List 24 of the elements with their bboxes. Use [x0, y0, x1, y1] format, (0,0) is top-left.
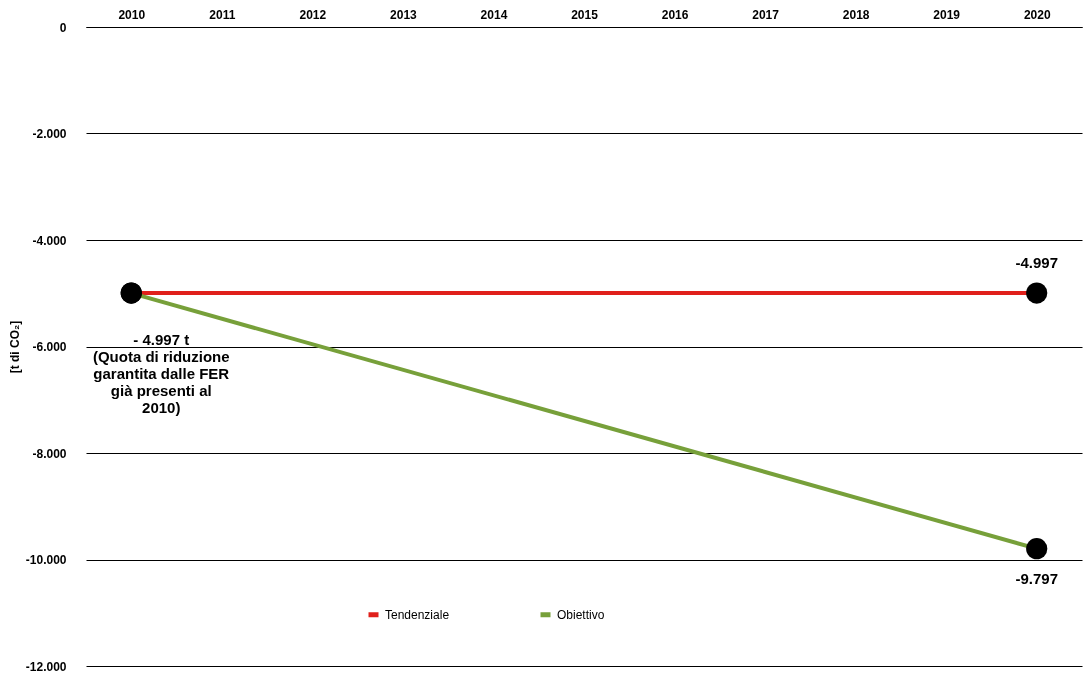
x-tick-label: 2012	[299, 7, 327, 22]
y-tick-label: 0	[59, 20, 67, 35]
legend-label: Tendenziale	[385, 607, 450, 622]
y-tick-label: -8.000	[32, 446, 67, 461]
y-tick-label: -12.000	[25, 659, 67, 674]
annotation: - 4.997 t (Quota di riduzione garantita dalle FER già presenti al 2010)	[92, 331, 230, 417]
x-tick-label: 2018	[842, 7, 870, 22]
x-tick-label: 2020	[1023, 7, 1051, 22]
x-tick-label: 2015	[571, 7, 599, 22]
data-label: -9.797	[1015, 569, 1058, 587]
x-tick-label: 2016	[661, 7, 689, 22]
x-tick-label: 2017	[752, 7, 780, 22]
y-axis-title: [t di CO₂]	[7, 320, 22, 374]
legend-label: Obiettivo	[557, 607, 605, 622]
y-tick-label: -2.000	[32, 127, 67, 141]
data-label: -4.997	[1015, 254, 1058, 272]
y-tick-label: -4.000	[32, 233, 67, 248]
x-tick-label: 2013	[390, 7, 418, 22]
y-tick-label: -10.000	[25, 553, 67, 567]
x-tick-label: 2014	[480, 7, 508, 22]
x-tick-label: 2011	[209, 7, 236, 22]
x-tick-label: 2010	[118, 7, 146, 22]
x-tick-label: 2019	[933, 7, 961, 22]
y-tick-label: -6.000	[32, 340, 67, 354]
